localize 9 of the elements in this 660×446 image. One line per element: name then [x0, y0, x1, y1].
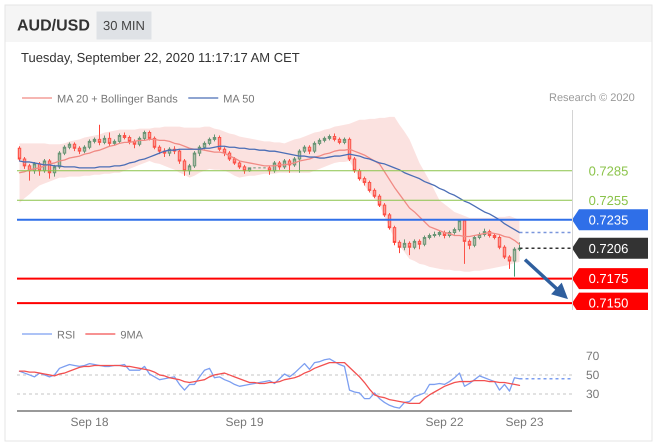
legend-label: RSI	[57, 329, 76, 342]
y-tick-label: 30	[586, 387, 600, 402]
x-tick-label: Sep 22	[425, 415, 464, 430]
x-tick-label: Sep 18	[70, 415, 109, 430]
y-tick-label: 70	[586, 349, 600, 364]
x-tick-label: Sep 23	[505, 415, 544, 430]
x-tick-label: Sep 19	[225, 415, 264, 430]
legend-label: 9MA	[120, 329, 144, 342]
y-tick-label: 50	[586, 368, 600, 382]
